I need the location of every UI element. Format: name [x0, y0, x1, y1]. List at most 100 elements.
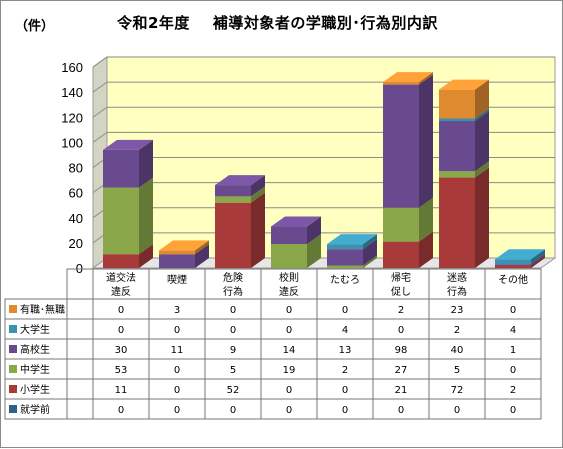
table-value: 0	[398, 325, 404, 336]
bar-segment-side	[139, 244, 153, 268]
table-value: 4	[342, 325, 348, 336]
bar-segment-side	[251, 175, 265, 197]
table-value: 11	[171, 345, 184, 356]
bar-top-face	[159, 240, 209, 251]
table-value: 0	[286, 325, 292, 336]
chart-title-text: 補導対象者の学職別･行為別内訳	[212, 14, 438, 32]
bar-segment	[439, 121, 475, 172]
bar-segment	[495, 259, 531, 265]
x-category-label: 喫煙	[167, 274, 187, 286]
bar-segment-side	[195, 244, 209, 268]
bar-segment	[215, 196, 251, 203]
table-value: 0	[118, 305, 124, 316]
x-category-label: たむろ	[330, 274, 360, 286]
gridline-side	[92, 81, 108, 93]
legend-swatch	[9, 385, 17, 393]
table-value: 98	[395, 345, 408, 356]
bar-segment-side	[251, 186, 265, 203]
bar-segment-side	[475, 79, 489, 119]
table-value: 0	[174, 385, 180, 396]
bar-segment	[159, 250, 195, 255]
legend-label: 大学生	[20, 323, 50, 336]
table-value: 0	[118, 405, 124, 416]
table-value: 30	[115, 345, 128, 356]
legend-swatch	[9, 325, 17, 333]
table-value: 19	[283, 365, 296, 376]
table-value: 23	[451, 305, 464, 316]
table-value: 0	[286, 405, 292, 416]
bar-top-face	[215, 175, 265, 186]
table-value: 53	[115, 365, 128, 376]
table-value: 5	[454, 365, 460, 376]
bar-segment	[215, 185, 251, 197]
table-value: 0	[230, 405, 236, 416]
x-category-label: 校則	[279, 271, 299, 284]
bar-segment-side	[419, 231, 433, 268]
legend-label: 就学前	[20, 403, 50, 416]
legend-swatch	[9, 405, 17, 413]
bar-segment	[439, 89, 475, 119]
bar-segment	[383, 84, 419, 208]
table-value: 0	[118, 325, 124, 336]
bar-top-face	[439, 79, 489, 90]
bar-top-face	[271, 216, 321, 227]
bar-segment-side	[139, 139, 153, 188]
table-value: 1	[510, 345, 516, 356]
table-value: 5	[230, 365, 236, 376]
bar-segment-side	[531, 254, 545, 266]
x-category-label: 帰宅	[391, 271, 411, 284]
y-tick-label: 140	[61, 85, 83, 100]
bar-top-face	[327, 234, 377, 245]
bar-segment-side	[531, 255, 545, 268]
bar-segment-side	[419, 197, 433, 242]
table-value: 0	[174, 405, 180, 416]
x-category-label: 道交法	[106, 271, 136, 284]
table-value: 11	[115, 385, 128, 396]
table-value: 9	[230, 345, 236, 356]
x-category-label: その他	[498, 273, 528, 286]
bar-segment-side	[419, 74, 433, 208]
table-value: 27	[395, 365, 408, 376]
bar-segment	[103, 149, 139, 188]
bar-segment-side	[195, 240, 209, 255]
table-value: 0	[510, 405, 516, 416]
unit-label: （件）	[15, 19, 55, 34]
bar-segment	[383, 82, 419, 85]
y-tick-label: 120	[61, 110, 83, 125]
table-value: 2	[454, 325, 460, 336]
bar-segment	[271, 244, 307, 268]
y-tick-label: 160	[61, 60, 83, 75]
table-value: 0	[174, 365, 180, 376]
bar-segment	[383, 241, 419, 268]
bar-segment-side	[475, 108, 489, 122]
x-category-label: 行為	[223, 285, 243, 298]
legend-swatch	[9, 365, 17, 373]
bar-top-face	[383, 72, 433, 83]
table-value: 72	[451, 385, 464, 396]
bar-segment-side	[307, 216, 321, 245]
legend-label: 中学生	[20, 363, 50, 376]
bar-segment	[383, 207, 419, 242]
x-category-label: 迷惑	[447, 271, 467, 284]
y-tick-label: 80	[69, 161, 83, 176]
table-value: 0	[286, 385, 292, 396]
table-value: 13	[339, 345, 352, 356]
table-value: 0	[230, 325, 236, 336]
bar-segment-side	[419, 72, 433, 85]
table-value: 21	[395, 385, 408, 396]
table-value: 0	[454, 405, 460, 416]
table-border	[66, 268, 542, 420]
y-tick-label: 100	[61, 135, 83, 150]
table-value: 0	[174, 325, 180, 336]
bar-segment	[495, 265, 531, 268]
bar-segment	[439, 177, 475, 268]
table-value: 2	[342, 365, 348, 376]
bar-segment	[103, 187, 139, 255]
y-tick-label: 40	[69, 211, 83, 226]
table-value: 0	[510, 365, 516, 376]
table-value: 2	[510, 385, 516, 396]
legend-label: 高校生	[20, 343, 50, 356]
bar-segment	[159, 254, 195, 268]
bar-top-face	[103, 139, 153, 150]
